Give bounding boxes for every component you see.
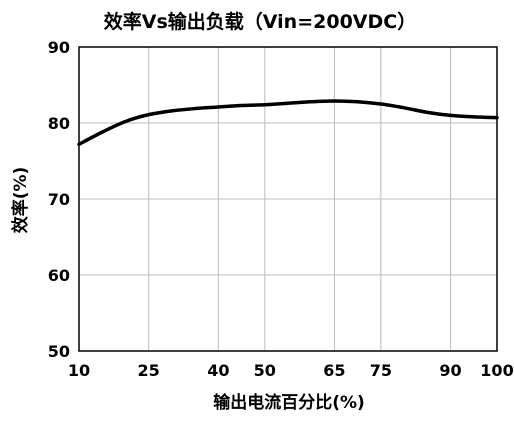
y-tick-labels: 50 60 70 80 90 [48, 38, 70, 361]
x-tick-label: 100 [480, 361, 513, 380]
x-tick-label: 25 [138, 361, 160, 380]
x-tick-label: 90 [439, 361, 461, 380]
y-tick-label: 50 [48, 342, 70, 361]
x-axis-label: 输出电流百分比(%) [213, 392, 365, 413]
y-axis-label: 效率(%) [10, 167, 31, 234]
x-tick-labels: 10 25 40 50 65 75 90 100 [68, 361, 514, 380]
chart-title: 效率Vs输出负载（Vin=200VDC） [104, 10, 416, 33]
x-tick-label: 40 [207, 361, 229, 380]
x-tick-label: 65 [323, 361, 345, 380]
y-tick-label: 70 [48, 190, 70, 209]
x-tick-label: 75 [370, 361, 392, 380]
x-tick-label: 50 [254, 361, 276, 380]
y-tick-label: 90 [48, 38, 70, 57]
y-tick-label: 60 [48, 266, 70, 285]
y-tick-label: 80 [48, 114, 70, 133]
x-tick-label: 10 [68, 361, 90, 380]
grid-layer [79, 47, 497, 351]
